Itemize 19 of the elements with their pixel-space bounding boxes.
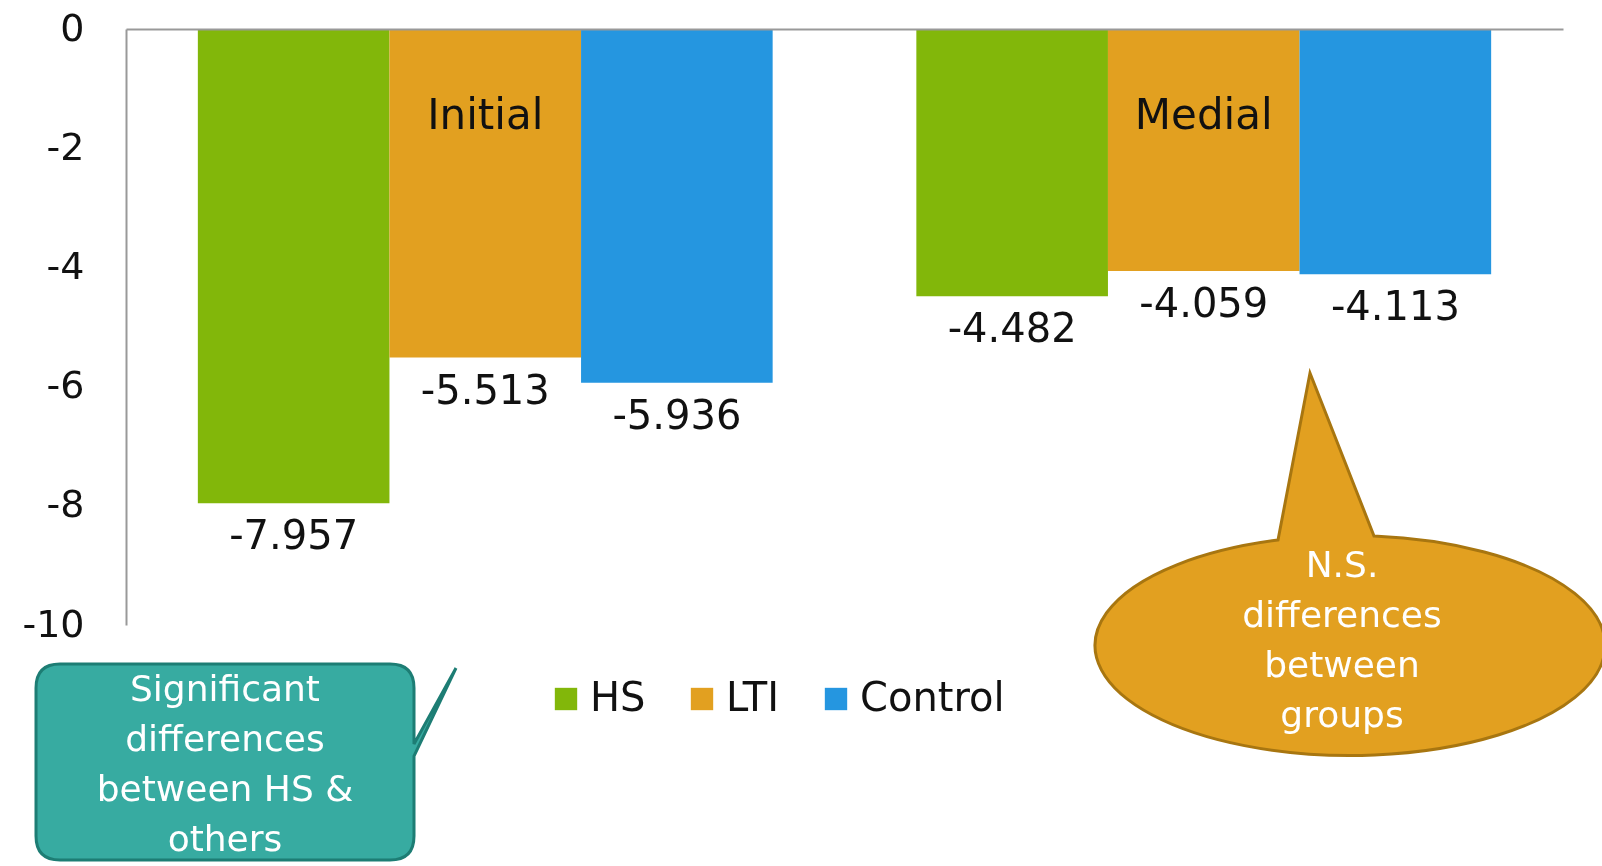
data-label: -4.059 bbox=[1139, 279, 1269, 326]
x-tick-label: Medial bbox=[1134, 89, 1273, 139]
data-label: -7.957 bbox=[229, 512, 359, 559]
text: Significant differences between HS & others bbox=[95, 667, 355, 861]
y-tick-label: -6 bbox=[46, 363, 85, 408]
y-tick-label: -2 bbox=[46, 124, 85, 169]
legend-label: LTI bbox=[726, 674, 780, 720]
x-tick-label: Initial bbox=[427, 89, 544, 139]
y-tick-label: -8 bbox=[46, 482, 85, 527]
y-tick-label: 0 bbox=[60, 5, 85, 50]
annotation: N.S. differences between groups bbox=[1241, 543, 1443, 737]
y-tick-label: -10 bbox=[22, 601, 85, 646]
data-label: -4.482 bbox=[947, 305, 1077, 352]
data-label: -5.936 bbox=[612, 391, 742, 438]
legend-label: HS bbox=[590, 674, 646, 720]
legend-label: Control bbox=[860, 674, 1005, 720]
data-label: -4.113 bbox=[1330, 283, 1460, 330]
data-label: -5.513 bbox=[420, 366, 550, 413]
y-tick-label: -4 bbox=[46, 243, 85, 288]
